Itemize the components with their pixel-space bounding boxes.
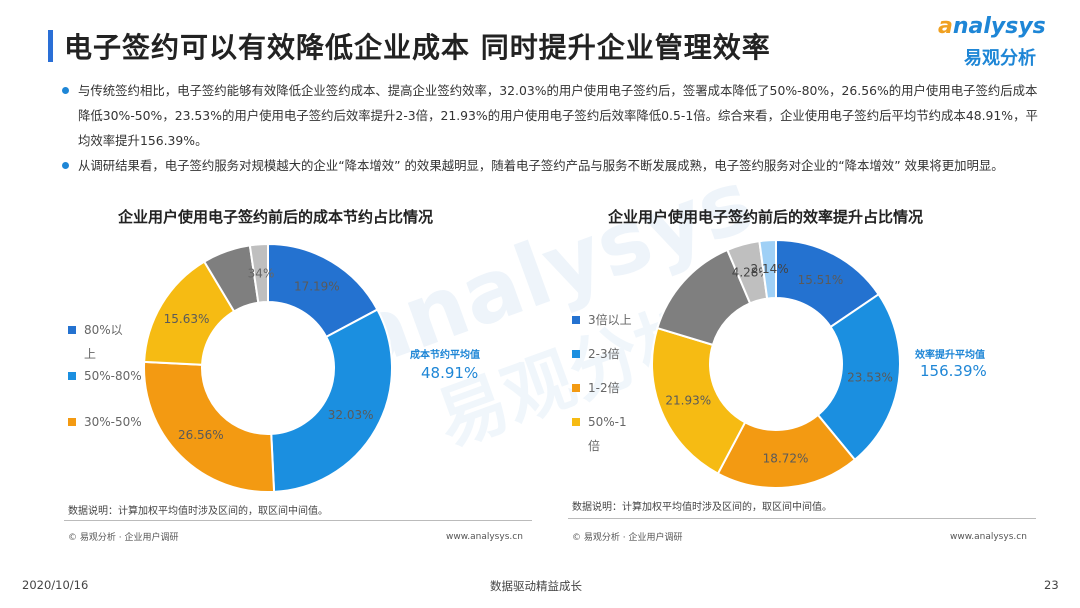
left-chart-title: 企业用户使用电子签约前后的成本节约占比情况	[118, 208, 434, 226]
slice-value-label: 15.51%	[798, 273, 844, 287]
legend-swatch-icon	[572, 384, 580, 392]
bullet-dot-icon	[62, 87, 69, 94]
left-copyright: © 易观分析 · 企业用户调研	[68, 533, 179, 543]
slice-value-label: 32.03%	[328, 408, 374, 422]
donut-slice	[758, 238, 777, 300]
donut-slice	[270, 308, 393, 493]
left-avg-label: 成本节约平均值	[410, 350, 480, 361]
legend-item: 80%以上	[68, 318, 128, 366]
footer-date: 2020/10/16	[22, 578, 89, 592]
bullet-item: 与传统签约相比，电子签约能够有效降低企业签约成本、提高企业签约效率，32.03%…	[62, 78, 1042, 153]
legend-swatch-icon	[572, 350, 580, 358]
logo-wordmark: analysys	[938, 14, 1046, 39]
legend-label: 30%-50%	[84, 415, 142, 429]
right-avg-label: 效率提升平均值	[915, 350, 985, 361]
legend-item: 2-3倍	[572, 342, 632, 366]
slice-value-label: 21.93%	[665, 394, 711, 408]
right-site: www.analysys.cn	[950, 532, 1027, 542]
page-title: 电子签约可以有效降低企业成本 同时提升企业管理效率	[64, 31, 771, 64]
right-avg-value: 156.39%	[920, 362, 987, 380]
logo-chinese: 易观分析	[964, 48, 1036, 69]
bullet-dot-icon	[62, 162, 69, 169]
right-copyright: © 易观分析 · 企业用户调研	[572, 533, 683, 543]
legend-swatch-icon	[68, 372, 76, 380]
summary-bullets: 与传统签约相比，电子签约能够有效降低企业签约成本、提高企业签约效率，32.03%…	[62, 78, 1042, 178]
legend-label: 2-3倍	[588, 347, 620, 361]
legend-label: 50%-1倍	[588, 415, 627, 453]
legend-swatch-icon	[68, 326, 76, 334]
right-chart-title: 企业用户使用电子签约前后的效率提升占比情况	[608, 208, 924, 226]
title-accent-bar	[48, 30, 53, 62]
donut-slice	[248, 242, 269, 304]
slice-value-label: 15.63%	[164, 312, 210, 326]
donut-slice	[143, 360, 276, 493]
legend-item: 1-2倍	[572, 376, 632, 400]
legend-label: 80%以上	[84, 323, 123, 361]
donut-slice	[816, 292, 901, 462]
legend-swatch-icon	[572, 316, 580, 324]
bullet-text: 从调研结果看，电子签约服务对规模越大的企业“降本增效” 的效果越明显，随着电子签…	[78, 158, 1004, 173]
bullet-item: 从调研结果看，电子签约服务对规模越大的企业“降本增效” 的效果越明显，随着电子签…	[62, 153, 1042, 178]
analysys-logo: analysys 易观分析	[938, 14, 1050, 74]
left-donut-chart: 17.19% 32.03% 26.56% 15.63% 34%	[143, 242, 393, 493]
slice-value-label: 34%	[248, 266, 275, 280]
slice-value-label: 18.72%	[763, 452, 809, 466]
footer-page-number: 23	[1044, 578, 1059, 592]
footer-slogan: 数据驱动精益成长	[490, 579, 582, 593]
logo-letter-a: a	[938, 14, 953, 39]
left-site: www.analysys.cn	[446, 532, 523, 542]
slice-value-label: 17.19%	[294, 280, 340, 294]
legend-item: 3倍以上	[572, 308, 632, 332]
legend-item: 50%-1倍	[572, 410, 632, 458]
slice-value-label: 4.28%	[732, 265, 770, 279]
legend-label: 50%-80%	[84, 369, 142, 383]
right-donut-chart: 15.51% 23.53% 18.72% 21.93% 4.28%2.14%	[651, 238, 901, 489]
slice-value-label: 26.56%	[178, 428, 224, 442]
right-divider	[568, 518, 1036, 519]
legend-label: 3倍以上	[588, 313, 632, 327]
bullet-text: 与传统签约相比，电子签约能够有效降低企业签约成本、提高企业签约效率，32.03%…	[78, 83, 1038, 148]
slice-value-label: 2.14%	[751, 262, 789, 276]
legend-item: 50%-80%	[68, 364, 142, 388]
left-divider	[64, 520, 532, 521]
slice-value-label: 23.53%	[847, 371, 893, 385]
logo-wordmark-rest: nalysys	[952, 14, 1046, 39]
left-avg-value: 48.91%	[421, 364, 479, 382]
right-data-note: 数据说明：计算加权平均值时涉及区间的，取区间中间值。	[572, 502, 832, 513]
legend-swatch-icon	[68, 418, 76, 426]
donut-slice	[651, 326, 747, 475]
legend-item: 30%-50%	[68, 410, 142, 434]
left-data-note: 数据说明：计算加权平均值时涉及区间的，取区间中间值。	[68, 506, 328, 517]
legend-label: 1-2倍	[588, 381, 620, 395]
legend-swatch-icon	[572, 418, 580, 426]
